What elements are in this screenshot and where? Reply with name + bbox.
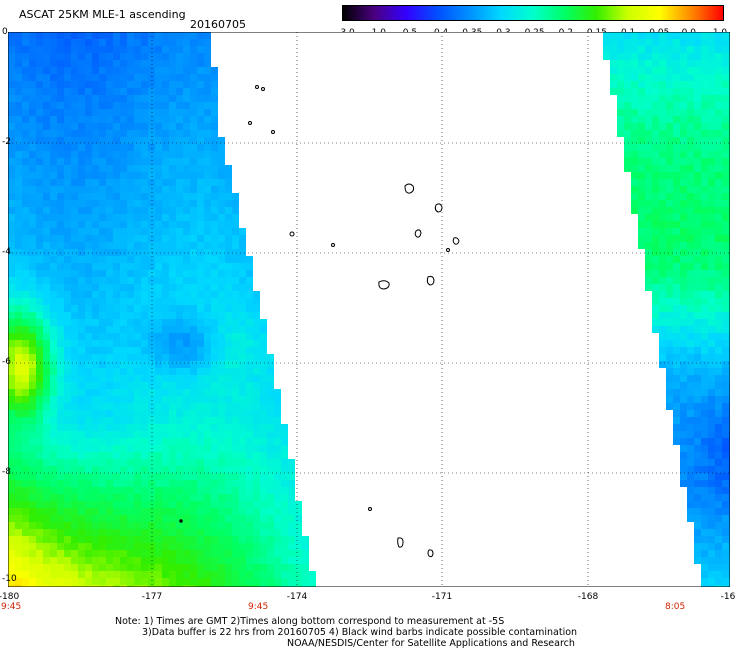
swath-time-right: 8:05 (665, 602, 686, 612)
color-scale-bar (342, 5, 724, 21)
longitude-label: -180 (0, 592, 20, 602)
latitude-label: -8 (2, 467, 11, 477)
longitude-label: -16 (720, 592, 736, 602)
longitude-label: -177 (141, 592, 163, 602)
swath-time-left-start: 9:45 (1, 602, 22, 612)
lat-lon-grid (8, 32, 730, 587)
latitude-label: -4 (2, 247, 11, 257)
longitude-label: -168 (577, 592, 599, 602)
latitude-label: -2 (2, 137, 11, 147)
longitude-label: -174 (286, 592, 308, 602)
note-line-2: 3)Data buffer is 22 hrs from 20160705 4)… (142, 627, 578, 638)
swath-time-left-end: 9:45 (248, 602, 269, 612)
wind-swath-data (8, 32, 730, 587)
island-outlines (179, 85, 460, 558)
latitude-label: -6 (2, 357, 11, 367)
map-date: 20160705 (190, 18, 246, 31)
longitude-label: -171 (431, 592, 453, 602)
latitude-label: 0 (2, 27, 8, 37)
map-title: ASCAT 25KM MLE-1 ascending (19, 8, 186, 21)
swath-map (8, 32, 730, 587)
latitude-label: -10 (2, 574, 17, 584)
note-line-3: NOAA/NESDIS/Center for Satellite Applica… (287, 638, 575, 649)
note-line-1: Note: 1) Times are GMT 2)Times along bot… (115, 616, 505, 627)
